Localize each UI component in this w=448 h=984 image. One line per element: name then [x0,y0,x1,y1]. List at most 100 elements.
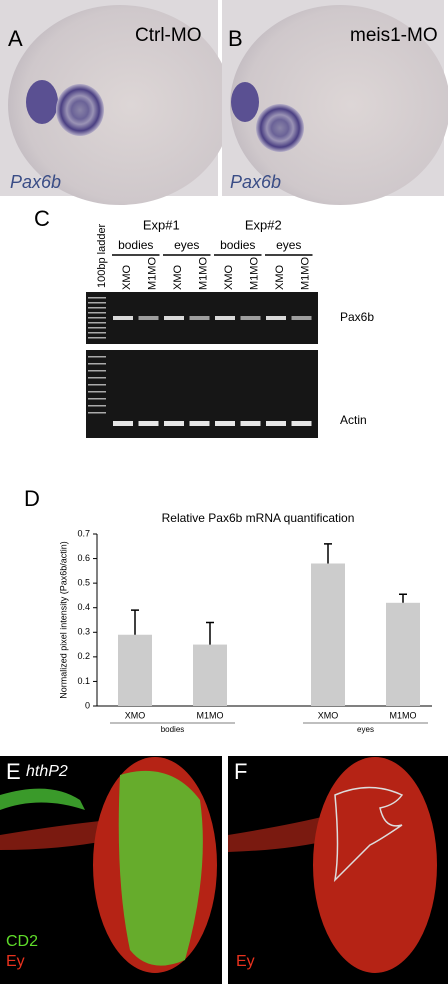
y-tick-label: 0.3 [77,627,90,637]
band [113,421,133,426]
band-label: Pax6b [340,310,374,324]
ladder-band [88,370,106,372]
ladder-label: 100bp ladder [96,223,108,288]
lane-label: XMO [274,265,286,291]
chart-title: Relative Pax6b mRNA quantification [162,511,355,525]
tissue [313,757,437,973]
ladder-band [88,322,106,324]
ladder-band [88,377,106,379]
ladder-band [88,317,106,319]
band [291,316,312,320]
panel-e: E hthP2 CD2 Ey [0,756,222,984]
error-bar [131,609,139,635]
panel-letter: D [24,486,40,511]
y-tick-label: 0.6 [77,553,90,563]
eye [56,84,104,136]
ladder-band [88,363,106,365]
band-label: Actin [340,413,367,427]
ladder-band [88,398,106,400]
panel-a: A Ctrl-MO Pax6b [0,0,232,205]
x-tick-label: M1MO [197,710,224,720]
band [189,316,210,320]
bar [386,602,420,706]
ladder-band [88,412,106,414]
group-label: bodies [118,238,153,252]
panel-letter: C [34,206,50,231]
experiment-label: Exp#2 [245,217,282,232]
stain: Ey [236,953,255,970]
outline [333,786,404,883]
group-label: eyes [276,238,301,252]
ladder-band [88,302,106,304]
x-tick-label: XMO [125,710,146,720]
panel-f: F Ey [228,756,448,984]
lane-label: XMO [172,265,184,291]
ladder-band [88,332,106,334]
ladder-band [88,356,106,358]
error-bar [206,621,214,645]
y-axis-label: Normalized pixel intensity (Pax6b/actin) [58,541,68,699]
y-tick-label: 0.7 [77,528,90,538]
y-tick-label: 0.2 [77,651,90,661]
band [189,421,210,426]
group-label: bodies [220,238,255,252]
band [164,316,184,320]
tissue [118,770,203,966]
experiment-label: Exp#1 [143,217,180,232]
panel-letter: A [8,26,23,51]
band [113,316,133,320]
ladder-band [88,297,106,299]
stain: CD2 [6,933,38,950]
x-tick-label: M1MO [390,710,417,720]
gene: hthP2 [26,763,68,780]
ladder-band [88,327,106,329]
group-label: eyes [174,238,199,252]
band [291,421,312,426]
tissue [228,815,330,852]
error-bar [399,593,407,603]
group-label: eyes [357,725,374,734]
tissue [0,820,110,850]
band [164,421,184,426]
ladder-band [88,307,106,309]
band [215,316,235,320]
band [138,316,159,320]
bar [193,644,227,706]
eye [256,104,304,152]
lane-label: M1MO [146,257,158,290]
stain: Ey [6,953,25,970]
band [138,421,159,426]
band [240,421,261,426]
lane-label: XMO [223,265,235,291]
stain [26,80,58,124]
lane-label: M1MO [197,257,209,290]
condition: meis1-MO [350,25,438,46]
ladder-band [88,384,106,386]
panel-b: B meis1-MO Pax6b [222,0,448,205]
band [215,421,235,426]
embryo [8,5,232,205]
panel-d: D Relative Pax6b mRNA quantification Nor… [24,486,432,734]
y-tick-label: 0.5 [77,578,90,588]
ladder-band [88,405,106,407]
stain [231,82,259,122]
condition: Ctrl-MO [135,25,201,46]
x-tick-label: XMO [318,710,339,720]
panel-letter: E [6,759,21,784]
ladder-band [88,337,106,339]
lane-label: XMO [121,265,133,291]
y-tick-label: 0 [85,700,90,710]
lane-label: M1MO [248,257,260,290]
ladder-band [88,391,106,393]
panel-letter: B [228,26,243,51]
y-tick-label: 0.4 [77,602,90,612]
error-bar [324,543,332,564]
band [240,316,261,320]
band [266,421,286,426]
ladder-band [88,312,106,314]
tissue [0,788,85,810]
gene: Pax6b [10,172,61,192]
y-tick-label: 0.1 [77,676,90,686]
gene: Pax6b [230,172,281,192]
